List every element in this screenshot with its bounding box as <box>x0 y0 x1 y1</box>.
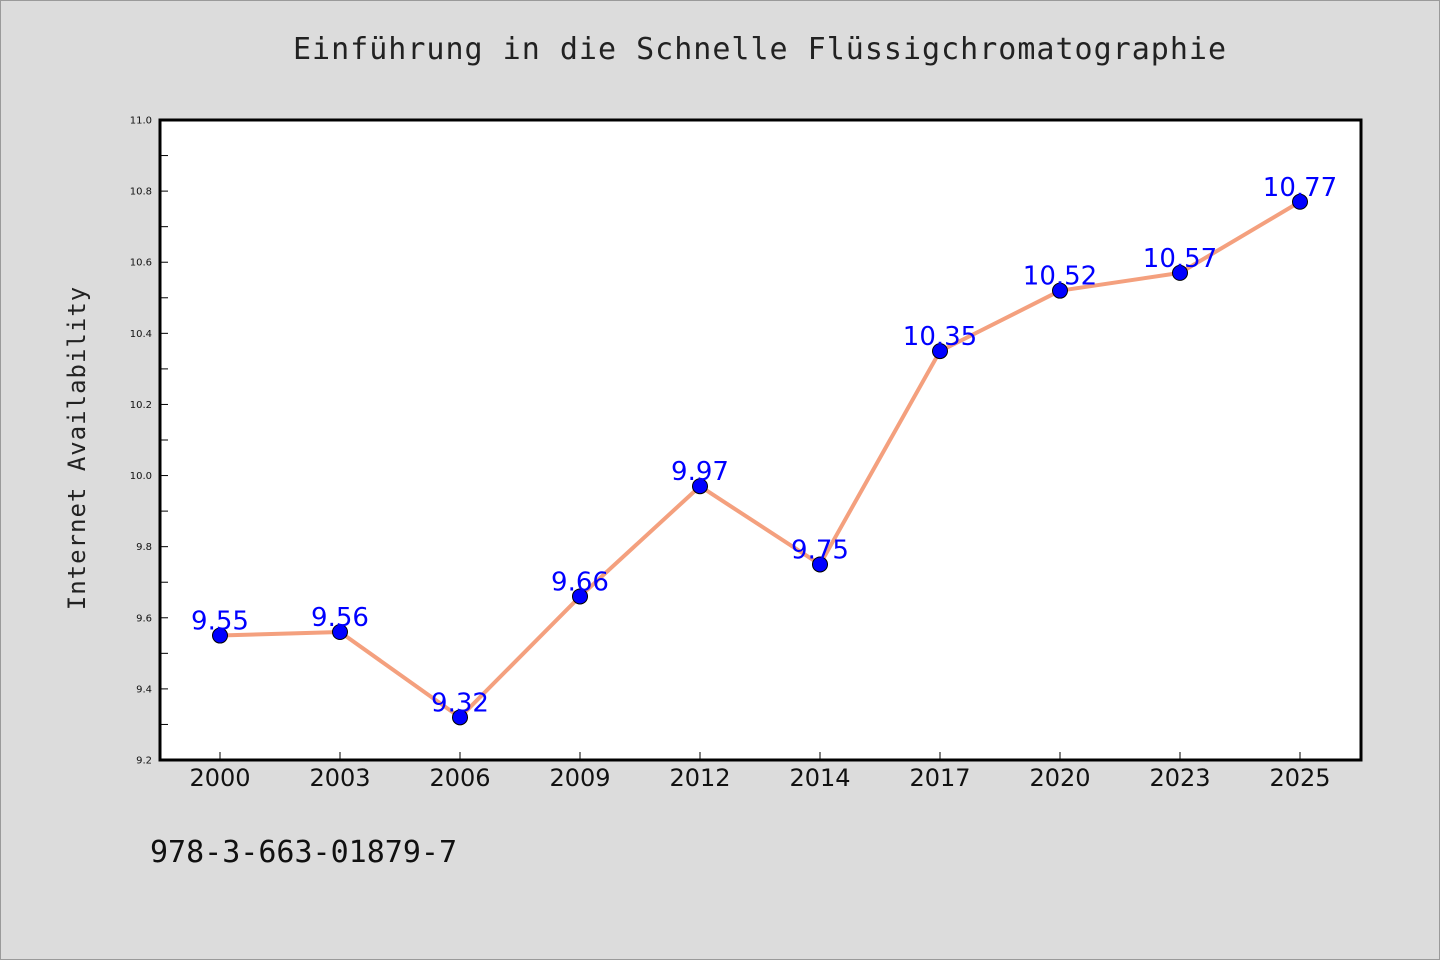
data-label: 9.97 <box>671 457 729 487</box>
data-point <box>1052 282 1068 299</box>
x-tick-label: 2000 <box>189 764 250 792</box>
data-label: 10.35 <box>903 322 977 352</box>
x-axis: 2000 2003 2006 2009 2012 2014 2017 2020 2023 2025 <box>189 752 1331 792</box>
y-tick-label: 11.0 <box>130 116 152 127</box>
x-tick-label: 2003 <box>309 764 370 792</box>
x-tick-label: 2006 <box>429 764 490 792</box>
chart-title: Einführung in die Schnelle Flüssigchroma… <box>292 32 1227 67</box>
data-point <box>1292 193 1308 210</box>
data-label: 9.66 <box>551 567 609 597</box>
data-label: 9.32 <box>431 688 489 718</box>
plot-area <box>158 118 1363 762</box>
data-point <box>452 709 468 726</box>
data-point <box>812 556 828 573</box>
series-line <box>219 200 1302 720</box>
x-tick-label: 2017 <box>909 764 970 792</box>
data-point <box>212 627 228 644</box>
data-point <box>332 624 348 640</box>
data-label: 10.77 <box>1263 173 1337 203</box>
data-label: 10.57 <box>1143 244 1217 274</box>
x-tick-label: 2009 <box>549 764 610 792</box>
data-point <box>692 478 708 495</box>
y-tick-label: 9.4 <box>136 684 152 695</box>
data-label: 9.55 <box>191 607 249 637</box>
y-axis: 9.2 9.4 9.6 9.8 10.0 10.2 10.4 10.6 10.8 11.0 <box>130 116 168 767</box>
y-tick-label: 10.2 <box>130 400 152 411</box>
y-tick-label: 9.8 <box>136 542 152 553</box>
x-tick-label: 2025 <box>1269 764 1330 792</box>
isbn-label: 978-3-663-01879-7 <box>150 835 458 870</box>
y-tick-label: 9.2 <box>136 756 152 767</box>
data-label: 9.75 <box>791 535 849 565</box>
y-tick-label: 9.6 <box>136 613 152 624</box>
data-point <box>572 588 588 605</box>
x-tick-label: 2023 <box>1149 764 1210 792</box>
y-tick-label: 10.6 <box>130 258 152 269</box>
x-tick-label: 2012 <box>669 764 730 792</box>
y-tick-label: 10.8 <box>130 187 152 198</box>
data-point <box>932 343 948 360</box>
y-tick-label: 10.4 <box>130 329 152 340</box>
x-tick-label: 2014 <box>789 764 850 792</box>
data-series: 9.55 9.56 9.32 9.66 9.97 9.75 10.35 10.52 10.57 1… <box>191 173 1337 726</box>
data-label: 10.52 <box>1023 262 1097 292</box>
x-tick-label: 2020 <box>1029 764 1090 792</box>
y-tick-label: 10.0 <box>130 471 152 482</box>
data-point <box>1172 264 1188 281</box>
data-label: 9.56 <box>311 603 369 633</box>
